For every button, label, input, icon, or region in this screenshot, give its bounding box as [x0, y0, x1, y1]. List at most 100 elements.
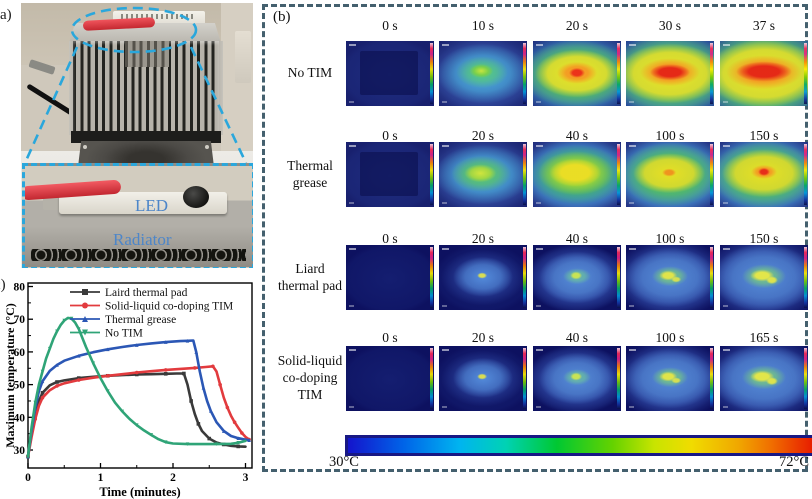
- time-label: 40 s: [565, 231, 589, 246]
- time-label: 100 s: [655, 231, 685, 246]
- marker: [211, 364, 215, 369]
- time-label: 150 s: [749, 231, 779, 246]
- time-label: 20 s: [471, 231, 495, 246]
- thermal-image: [439, 346, 527, 411]
- panel-c-label: (c): [0, 277, 6, 293]
- thermal-image: [626, 41, 714, 106]
- marker: [214, 442, 219, 446]
- marker: [201, 386, 206, 390]
- y-tick-label: 60: [14, 347, 26, 359]
- time-label: 20 s: [565, 18, 589, 33]
- heatsink-base-rail: [71, 131, 221, 143]
- mini-colorscale-strip: [523, 247, 526, 308]
- thermal-image: [346, 142, 434, 207]
- marker: [82, 316, 88, 322]
- marker: [236, 441, 241, 445]
- x-tick-label: 2: [170, 472, 176, 484]
- thermal-image: [720, 142, 808, 207]
- legend-label: Laird thermal pad: [105, 287, 188, 299]
- overlay-text-mark: [349, 349, 356, 351]
- overlay-text-mark: [536, 101, 541, 103]
- mini-colorscale-strip: [804, 144, 807, 205]
- marker: [55, 380, 59, 384]
- overlay-text-mark: [723, 202, 728, 204]
- inset-closeup: LED Radiator: [22, 163, 253, 268]
- time-label: 37 s: [752, 18, 776, 33]
- overlay-text-mark: [723, 248, 730, 250]
- mini-colorscale-strip: [430, 144, 433, 205]
- marker: [33, 400, 38, 405]
- thermal-image: [346, 346, 434, 411]
- radiator-label: Radiator: [113, 230, 172, 249]
- time-label: 0 s: [382, 330, 398, 345]
- marker: [40, 390, 45, 395]
- overlay-text-mark: [723, 349, 730, 351]
- overlay-text-mark: [349, 305, 354, 307]
- marker: [218, 382, 222, 387]
- mini-colorscale-strip: [710, 247, 713, 308]
- x-axis-title: Time (minutes): [99, 485, 180, 499]
- marker: [120, 409, 125, 414]
- x-tick-label: 3: [243, 472, 249, 484]
- mini-colorscale-strip: [804, 43, 807, 104]
- y-tick-label: 30: [14, 445, 26, 457]
- time-label: 0 s: [382, 231, 398, 246]
- marker: [76, 354, 81, 358]
- overlay-text-mark: [536, 305, 541, 307]
- mini-colorscale-strip: [430, 247, 433, 308]
- thermal-image: [439, 41, 527, 106]
- overlay-text-mark: [723, 145, 730, 147]
- marker: [134, 423, 139, 427]
- overlay-text-mark: [629, 202, 634, 204]
- series-triangle-down: [26, 316, 247, 458]
- overlay-text-mark: [536, 145, 543, 147]
- row-label-solid-liquid-co-doping-tim: Solid-liquid co-doping TIM: [277, 353, 343, 402]
- thermal-image: [533, 245, 621, 310]
- mini-colorscale-strip: [617, 348, 620, 409]
- overlay-text-mark: [536, 44, 543, 46]
- marker: [40, 369, 45, 374]
- overlay-text-mark: [442, 44, 449, 46]
- marker: [55, 384, 59, 388]
- time-label: 30 s: [658, 18, 682, 33]
- led-module-pins: [121, 14, 195, 19]
- overlay-text-mark: [723, 101, 728, 103]
- thermal-image: [533, 41, 621, 106]
- heatsink-fins-notch: [125, 41, 169, 67]
- marker: [91, 361, 96, 366]
- legend-label: Solid-liquid co-doping TIM: [105, 301, 233, 313]
- overlay-text-mark: [536, 349, 543, 351]
- overlay-text-mark: [629, 305, 634, 307]
- time-label: 150 s: [749, 128, 779, 143]
- time-label: 0 s: [382, 128, 398, 143]
- marker: [47, 346, 52, 351]
- marker: [76, 327, 81, 331]
- mini-colorscale-strip: [523, 43, 526, 104]
- mini-colorscale-strip: [804, 247, 807, 308]
- overlay-text-mark: [629, 145, 636, 147]
- marker: [40, 395, 45, 400]
- panel-a-photo: LED Radiator: [21, 3, 253, 268]
- y-axis-title: Maximum temperature (°C): [6, 303, 17, 448]
- marker: [149, 433, 154, 437]
- colorbar-min-label: 30°C: [329, 454, 359, 470]
- thermal-image: [626, 346, 714, 411]
- marker: [189, 399, 193, 403]
- thermal-image: [720, 346, 808, 411]
- panel-b-thermal: (b) No TIM 0 s 10 s 20 s 30 s 37 s Thermal grea…: [262, 4, 812, 472]
- marker: [82, 302, 88, 309]
- mini-colorscale-strip: [710, 43, 713, 104]
- marker: [26, 454, 30, 459]
- y-tick-label: 70: [14, 314, 26, 326]
- overlay-text-mark: [349, 248, 356, 250]
- overlay-text-mark: [442, 145, 449, 147]
- marker: [105, 389, 110, 393]
- marker: [194, 350, 198, 354]
- overlay-text-mark: [349, 202, 354, 204]
- time-label: 100 s: [655, 128, 685, 143]
- marker: [163, 368, 168, 372]
- marker: [76, 378, 81, 382]
- device-silhouette: [360, 151, 419, 196]
- time-label: 10 s: [471, 18, 495, 33]
